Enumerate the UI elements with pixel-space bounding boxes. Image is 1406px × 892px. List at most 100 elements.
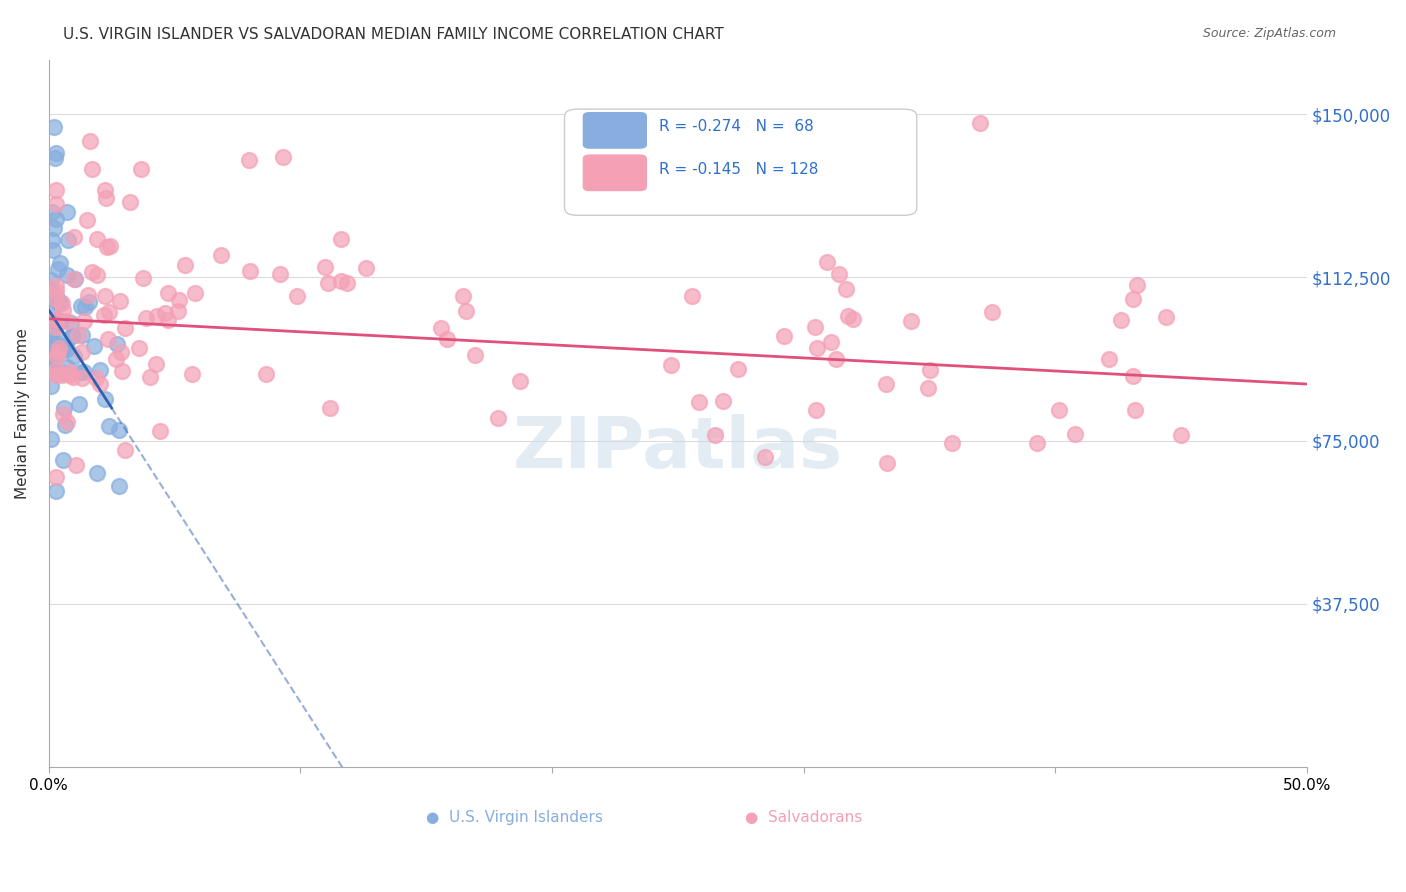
Point [285,288,308,302]
Point [94,183,117,197]
Point [110,344,132,359]
Point [41,327,63,342]
Point [46,295,69,310]
Point [45,212,67,227]
Point [56,343,79,357]
Point [56,233,79,247]
Point [174,258,197,272]
Point [79,134,101,148]
Point [86,268,108,282]
Point [77,288,100,302]
Point [51,368,73,383]
Point [52,339,75,353]
Point [97,332,120,346]
Point [330,274,353,288]
Point [59,368,82,382]
Point [41,233,63,247]
Point [430,321,453,335]
Point [45,349,67,363]
Point [314,260,336,274]
Point [45,368,67,382]
Point [60,328,83,343]
Point [42,221,65,235]
Point [727,362,749,376]
Point [97,418,120,433]
Point [834,282,856,296]
Point [77,295,100,310]
Point [153,305,176,319]
Point [1064,427,1087,442]
Point [858,193,880,207]
Point [920,363,942,377]
FancyBboxPatch shape [583,112,647,148]
Point [804,319,827,334]
Y-axis label: Median Family Income: Median Family Income [15,328,30,499]
Point [209,248,232,262]
Point [41,342,63,356]
Point [93,308,115,322]
Point [93,288,115,302]
Point [135,311,157,326]
Point [167,304,190,318]
Point [46,262,69,277]
Point [815,254,838,268]
Point [62,350,84,364]
Point [114,442,136,457]
FancyBboxPatch shape [583,155,647,191]
Point [806,341,828,355]
Point [94,392,117,406]
Point [1122,292,1144,306]
Point [486,411,509,425]
Point [62,369,84,384]
Point [53,401,76,416]
Point [1122,368,1144,383]
Text: ZIPatlas: ZIPatlas [513,414,842,483]
Point [45,292,67,306]
Point [45,146,67,161]
Point [773,328,796,343]
Point [42,313,65,327]
Point [73,365,96,379]
Point [59,316,82,330]
Point [51,343,73,358]
Point [132,270,155,285]
Point [42,303,65,318]
Point [42,243,65,257]
Point [52,303,75,318]
Point [70,299,93,313]
Point [67,327,90,342]
Point [681,289,703,303]
Point [876,456,898,470]
Point [41,362,63,376]
Point [41,352,63,367]
Point [89,362,111,376]
Point [269,267,291,281]
Point [146,309,169,323]
Point [52,408,75,422]
Point [56,205,79,219]
Point [49,256,72,270]
Point [49,314,72,328]
Point [42,120,65,134]
Text: Source: ZipAtlas.com: Source: ZipAtlas.com [1202,27,1336,40]
Point [271,150,294,164]
Point [45,313,67,327]
Point [120,194,142,209]
Point [45,363,67,377]
Point [45,320,67,334]
Point [981,304,1004,318]
Point [52,366,75,380]
Point [157,285,180,300]
Point [56,359,79,374]
Point [56,314,79,328]
Point [451,289,474,303]
Point [108,423,131,437]
Point [238,153,260,167]
Point [108,479,131,493]
Point [330,232,353,246]
Point [45,285,67,299]
Point [39,359,62,374]
Point [39,378,62,392]
Point [837,309,859,323]
Point [1109,312,1132,326]
